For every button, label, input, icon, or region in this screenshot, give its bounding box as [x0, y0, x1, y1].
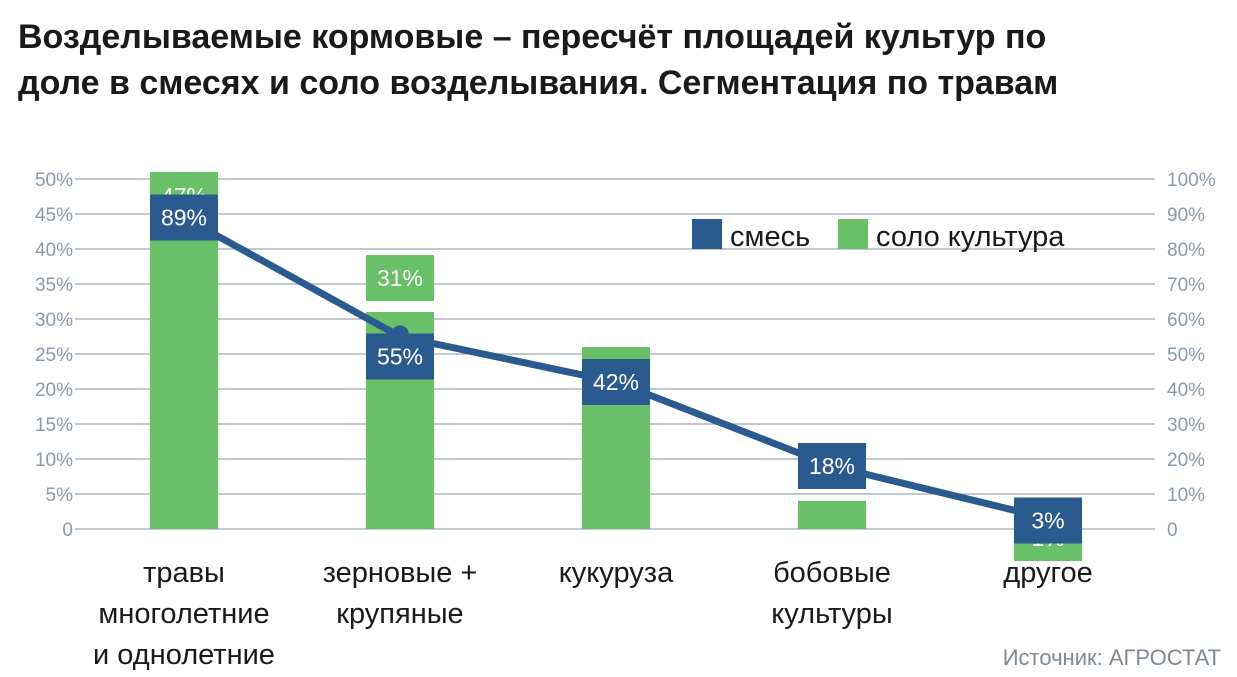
y-left-tick-label: 30% — [35, 310, 73, 331]
x-category-label: зерновые + — [323, 557, 478, 589]
line-label-box — [582, 359, 650, 405]
y-left-tick-label: 45% — [35, 205, 73, 226]
x-category-label: кукуруза — [559, 557, 674, 589]
bar-data-label: 31% — [377, 265, 423, 291]
y-right-tick-label: 60% — [1167, 310, 1205, 331]
y-left-tick-label: 35% — [35, 275, 73, 296]
x-category-label: травы — [143, 557, 225, 589]
x-category-label: культуры — [771, 598, 892, 630]
y-left-tick-label: 0 — [62, 520, 73, 541]
y-left-tick-label: 50% — [35, 170, 73, 191]
y-right-tick-label: 100% — [1167, 170, 1216, 191]
y-right-tick-label: 10% — [1167, 485, 1205, 506]
x-category-label: и однолетние — [93, 639, 275, 671]
line-data-label: 89% — [161, 205, 207, 231]
source-note: Источник: АГРОСТАТ — [1002, 645, 1221, 670]
bar-solo — [798, 501, 866, 529]
legend-swatch-mix — [692, 219, 722, 249]
y-right-tick-label: 70% — [1167, 275, 1205, 296]
chart-title: Возделываемые кормовые – пересчёт площад… — [18, 14, 1218, 106]
line-label-box — [150, 194, 218, 241]
legend-label-mix: смесь — [730, 221, 810, 253]
y-right-tick-label: 80% — [1167, 240, 1205, 261]
x-category-label: крупяные — [336, 598, 463, 630]
legend-label-solo: соло культура — [876, 221, 1065, 253]
legend-swatch-solo — [838, 219, 868, 249]
y-right-tick-label: 40% — [1167, 380, 1205, 401]
y-right-tick-label: 30% — [1167, 415, 1205, 436]
line-data-label: 3% — [1031, 508, 1064, 534]
y-right-tick-label: 20% — [1167, 450, 1205, 471]
bar-label-box — [366, 255, 434, 301]
x-category-label: другое — [1003, 557, 1092, 589]
y-left-tick-label: 15% — [35, 415, 73, 436]
chart-title-line-1: Возделываемые кормовые – пересчёт площад… — [18, 18, 1047, 56]
x-category-label: многолетние — [98, 598, 269, 630]
y-left-tick-label: 40% — [35, 240, 73, 261]
y-left-tick-label: 10% — [35, 450, 73, 471]
y-right-tick-label: 90% — [1167, 205, 1205, 226]
line-data-label: 42% — [593, 369, 639, 395]
y-right-tick-label: 50% — [1167, 345, 1205, 366]
y-left-tick-label: 5% — [46, 485, 74, 506]
y-left-tick-label: 20% — [35, 380, 73, 401]
line-label-box — [798, 443, 866, 489]
line-data-label: 55% — [377, 344, 423, 370]
line-label-box — [1014, 497, 1082, 544]
y-left-tick-label: 25% — [35, 345, 73, 366]
line-label-box — [366, 333, 434, 380]
x-category-label: бобовые — [773, 557, 891, 589]
chart-title-line-2: доле в смесях и соло возделывания. Сегме… — [18, 64, 1059, 102]
y-right-tick-label: 0 — [1167, 520, 1178, 541]
line-data-label: 18% — [809, 453, 855, 479]
